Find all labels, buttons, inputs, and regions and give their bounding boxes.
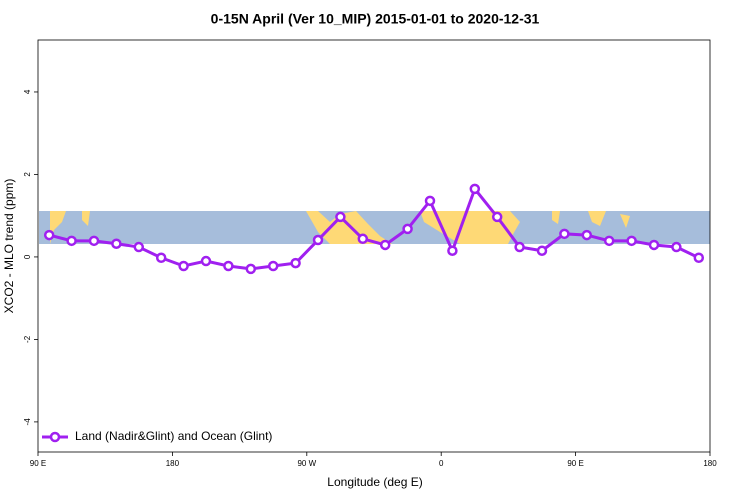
point <box>693 252 705 264</box>
point <box>245 263 257 275</box>
land <box>306 211 392 244</box>
point <box>648 239 660 251</box>
chart-title: 0-15N April (Ver 10_MIP) 2015-01-01 to 2… <box>211 11 540 27</box>
point <box>178 260 189 272</box>
point <box>111 238 122 249</box>
point <box>223 260 234 272</box>
point <box>603 235 615 247</box>
y-tick-label: -4 <box>23 418 32 426</box>
point <box>447 245 458 256</box>
x-tick-label: 180 <box>166 459 180 468</box>
x-tick-label: 90 E <box>567 459 583 468</box>
point <box>200 255 212 267</box>
land <box>620 214 630 228</box>
point <box>379 239 391 251</box>
point <box>514 241 525 253</box>
y-tick-label: 2 <box>23 172 32 177</box>
x-tick-label: 90 W <box>297 459 316 468</box>
point <box>581 229 593 241</box>
land <box>552 211 560 224</box>
point <box>267 260 279 272</box>
point <box>626 235 637 247</box>
y-axis-label: XCO2 - MLO trend (ppm) <box>2 179 16 314</box>
x-tick-label: 180 <box>703 459 717 468</box>
point <box>536 245 548 256</box>
legend-label: Land (Nadir&Glint) and Ocean (Glint) <box>75 429 272 443</box>
point <box>155 252 167 264</box>
y-tick-label: 4 <box>23 89 32 94</box>
point <box>469 183 481 195</box>
land <box>588 211 606 226</box>
point <box>335 211 346 223</box>
point <box>559 228 570 240</box>
x-tick-label: 0 <box>439 459 444 468</box>
legend-marker <box>49 431 61 443</box>
y-tick-label: 0 <box>23 254 32 259</box>
land <box>82 211 90 226</box>
land <box>50 211 66 244</box>
point <box>312 234 324 246</box>
x-axis-label: Longitude (deg E) <box>327 475 422 489</box>
point <box>43 229 55 241</box>
point <box>88 235 100 247</box>
point <box>133 241 145 253</box>
y-tick-label: -2 <box>23 335 32 343</box>
map-band <box>39 211 710 244</box>
point <box>671 241 682 253</box>
point <box>491 211 503 223</box>
point <box>66 235 77 247</box>
point <box>290 257 301 269</box>
plot-frame <box>37 39 711 453</box>
point <box>402 223 413 235</box>
x-tick-label: 90 E <box>30 459 46 468</box>
point <box>424 195 436 207</box>
point <box>357 233 369 245</box>
